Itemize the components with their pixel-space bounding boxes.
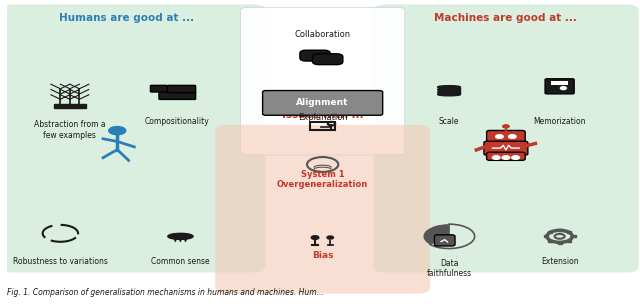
- Ellipse shape: [438, 86, 460, 88]
- FancyBboxPatch shape: [300, 50, 330, 61]
- Text: Fig. 1. Comparison of generalisation mechanisms in humans and machines. Hum...: Fig. 1. Comparison of generalisation mec…: [6, 288, 323, 297]
- Circle shape: [327, 236, 333, 239]
- Bar: [548, 240, 552, 242]
- Circle shape: [492, 156, 500, 159]
- Circle shape: [502, 125, 509, 128]
- FancyBboxPatch shape: [150, 85, 167, 92]
- Circle shape: [561, 87, 566, 90]
- Bar: [568, 231, 572, 233]
- Bar: [438, 87, 460, 95]
- FancyBboxPatch shape: [435, 235, 455, 246]
- Text: Memorization: Memorization: [533, 117, 586, 126]
- Wedge shape: [424, 224, 449, 244]
- Bar: [310, 123, 335, 130]
- Text: Collaboration: Collaboration: [294, 30, 351, 39]
- Text: Humans are good at ...: Humans are good at ...: [59, 13, 195, 23]
- Circle shape: [109, 126, 126, 135]
- Text: Extension: Extension: [541, 257, 579, 266]
- Text: Robustness to variations: Robustness to variations: [13, 257, 108, 266]
- Text: Issues with ...: Issues with ...: [282, 110, 364, 120]
- FancyBboxPatch shape: [545, 79, 574, 94]
- Text: Common sense: Common sense: [151, 257, 210, 266]
- Ellipse shape: [438, 91, 460, 94]
- Circle shape: [311, 236, 319, 239]
- Bar: [548, 231, 552, 233]
- Bar: [568, 240, 572, 242]
- Circle shape: [509, 135, 516, 138]
- FancyBboxPatch shape: [486, 130, 525, 144]
- Text: Bias: Bias: [312, 251, 333, 261]
- Text: Scale: Scale: [439, 117, 460, 126]
- Bar: [54, 104, 86, 108]
- FancyBboxPatch shape: [215, 125, 430, 294]
- FancyBboxPatch shape: [262, 91, 383, 115]
- FancyBboxPatch shape: [159, 92, 196, 99]
- FancyBboxPatch shape: [484, 141, 528, 155]
- Text: System 1
Overgeneralization: System 1 Overgeneralization: [277, 170, 368, 189]
- FancyBboxPatch shape: [1, 4, 266, 272]
- Bar: [557, 229, 562, 231]
- Ellipse shape: [438, 93, 460, 96]
- Ellipse shape: [438, 88, 460, 91]
- Text: Abstraction from a
few examples: Abstraction from a few examples: [34, 120, 106, 140]
- FancyBboxPatch shape: [168, 85, 196, 93]
- Ellipse shape: [168, 233, 193, 239]
- Circle shape: [496, 135, 503, 138]
- FancyBboxPatch shape: [241, 7, 404, 155]
- FancyBboxPatch shape: [312, 54, 343, 65]
- Text: Explanation: Explanation: [298, 113, 348, 122]
- Text: Alignment: Alignment: [296, 98, 349, 107]
- Bar: [551, 81, 568, 85]
- FancyBboxPatch shape: [486, 152, 525, 160]
- Text: Machines are good at ...: Machines are good at ...: [435, 13, 577, 23]
- Bar: [557, 242, 562, 244]
- Circle shape: [512, 156, 519, 159]
- Bar: [544, 235, 548, 237]
- FancyBboxPatch shape: [373, 4, 639, 272]
- Text: Data
faithfulness: Data faithfulness: [426, 259, 472, 278]
- Bar: [572, 235, 575, 237]
- Text: Compositionality: Compositionality: [145, 117, 210, 126]
- Circle shape: [502, 156, 509, 159]
